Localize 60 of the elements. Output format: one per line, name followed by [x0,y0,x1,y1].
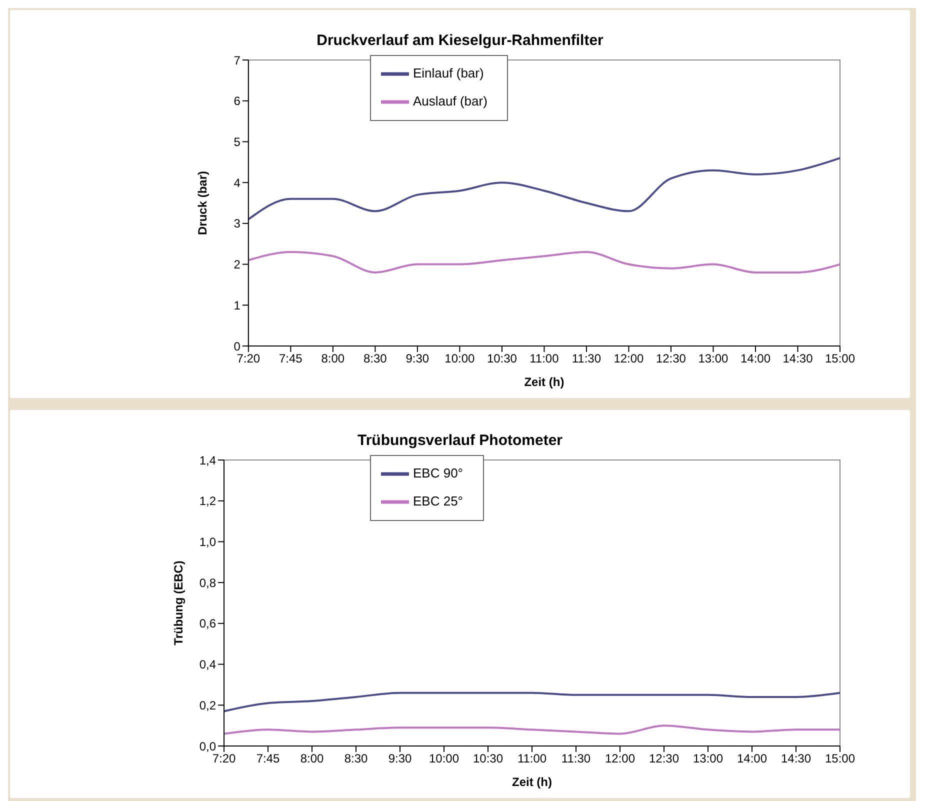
x-tick-label: 12:00 [604,752,636,766]
y-axis-title: Trübung (EBC) [171,560,186,646]
x-tick-label: 9:30 [388,752,412,766]
x-tick-label: 8:30 [344,752,368,766]
x-tick-label: 8:00 [300,752,324,766]
y-tick-label: 5 [234,134,241,149]
y-tick-label: 0,0 [199,739,216,754]
x-axis-title: Zeit (h) [512,775,552,789]
x-tick-label: 10:00 [428,752,460,766]
line-series [247,157,841,220]
x-tick-label: 10:30 [472,752,504,766]
y-tick-label: 0,8 [199,576,216,590]
y-tick-label: 1,4 [199,453,216,468]
x-tick-label: 12:30 [656,352,686,366]
y-tick-label: 0 [234,339,241,354]
x-tick-label: 11:00 [517,752,547,766]
x-tick-label: 11:00 [530,352,560,366]
y-tick-label: 0,2 [199,698,216,712]
x-tick-label: 12:00 [614,352,644,366]
y-tick-label: 0,4 [199,658,216,672]
x-tick-label: 15:00 [824,752,856,766]
x-tick-label: 13:00 [698,352,729,366]
x-tick-label: 14:00 [740,352,771,366]
x-tick-label: 7:45 [256,752,280,766]
legend-label: Einlauf (bar) [413,65,484,80]
y-tick-label: 1,2 [199,494,216,508]
y-tick-label: 6 [234,94,241,108]
y-tick-label: 0,6 [199,616,216,631]
y-tick-label: 1 [234,298,241,312]
x-tick-label: 10:00 [444,352,476,366]
x-tick-label: 7:45 [279,352,303,366]
chart-title: Druckverlauf am Kieselgur-Rahmenfilter [316,32,604,49]
x-tick-label: 11:30 [572,352,602,366]
legend-label: EBC 90° [413,465,464,480]
x-tick-label: 14:30 [782,352,814,366]
line-series [223,724,841,735]
y-tick-label: 3 [234,216,241,231]
y-tick-label: 1,0 [199,534,216,549]
x-axis-title: Zeit (h) [524,375,564,389]
legend-label: Auslauf (bar) [413,93,488,108]
x-tick-label: 7:20 [212,752,236,766]
x-tick-label: 12:30 [648,752,680,766]
y-tick-label: 7 [234,53,241,68]
x-tick-label: 11:30 [561,752,591,766]
x-tick-label: 7:20 [236,352,260,366]
x-tick-label: 8:00 [321,352,345,366]
chart-title: Trübungsverlauf Photometer [356,432,564,449]
x-tick-label: 9:30 [406,352,430,366]
x-tick-label: 8:30 [364,352,388,366]
x-tick-label: 15:00 [824,352,856,366]
line-series [223,692,841,712]
line-series [247,251,841,274]
x-tick-label: 10:30 [486,352,518,366]
legend-label: EBC 25° [413,493,464,508]
y-axis-title: Druck (bar) [196,170,210,236]
x-tick-label: 13:00 [692,752,724,766]
x-tick-label: 14:30 [780,752,812,766]
x-tick-label: 14:00 [736,752,768,766]
y-tick-label: 2 [234,258,241,272]
y-tick-label: 4 [234,176,241,190]
